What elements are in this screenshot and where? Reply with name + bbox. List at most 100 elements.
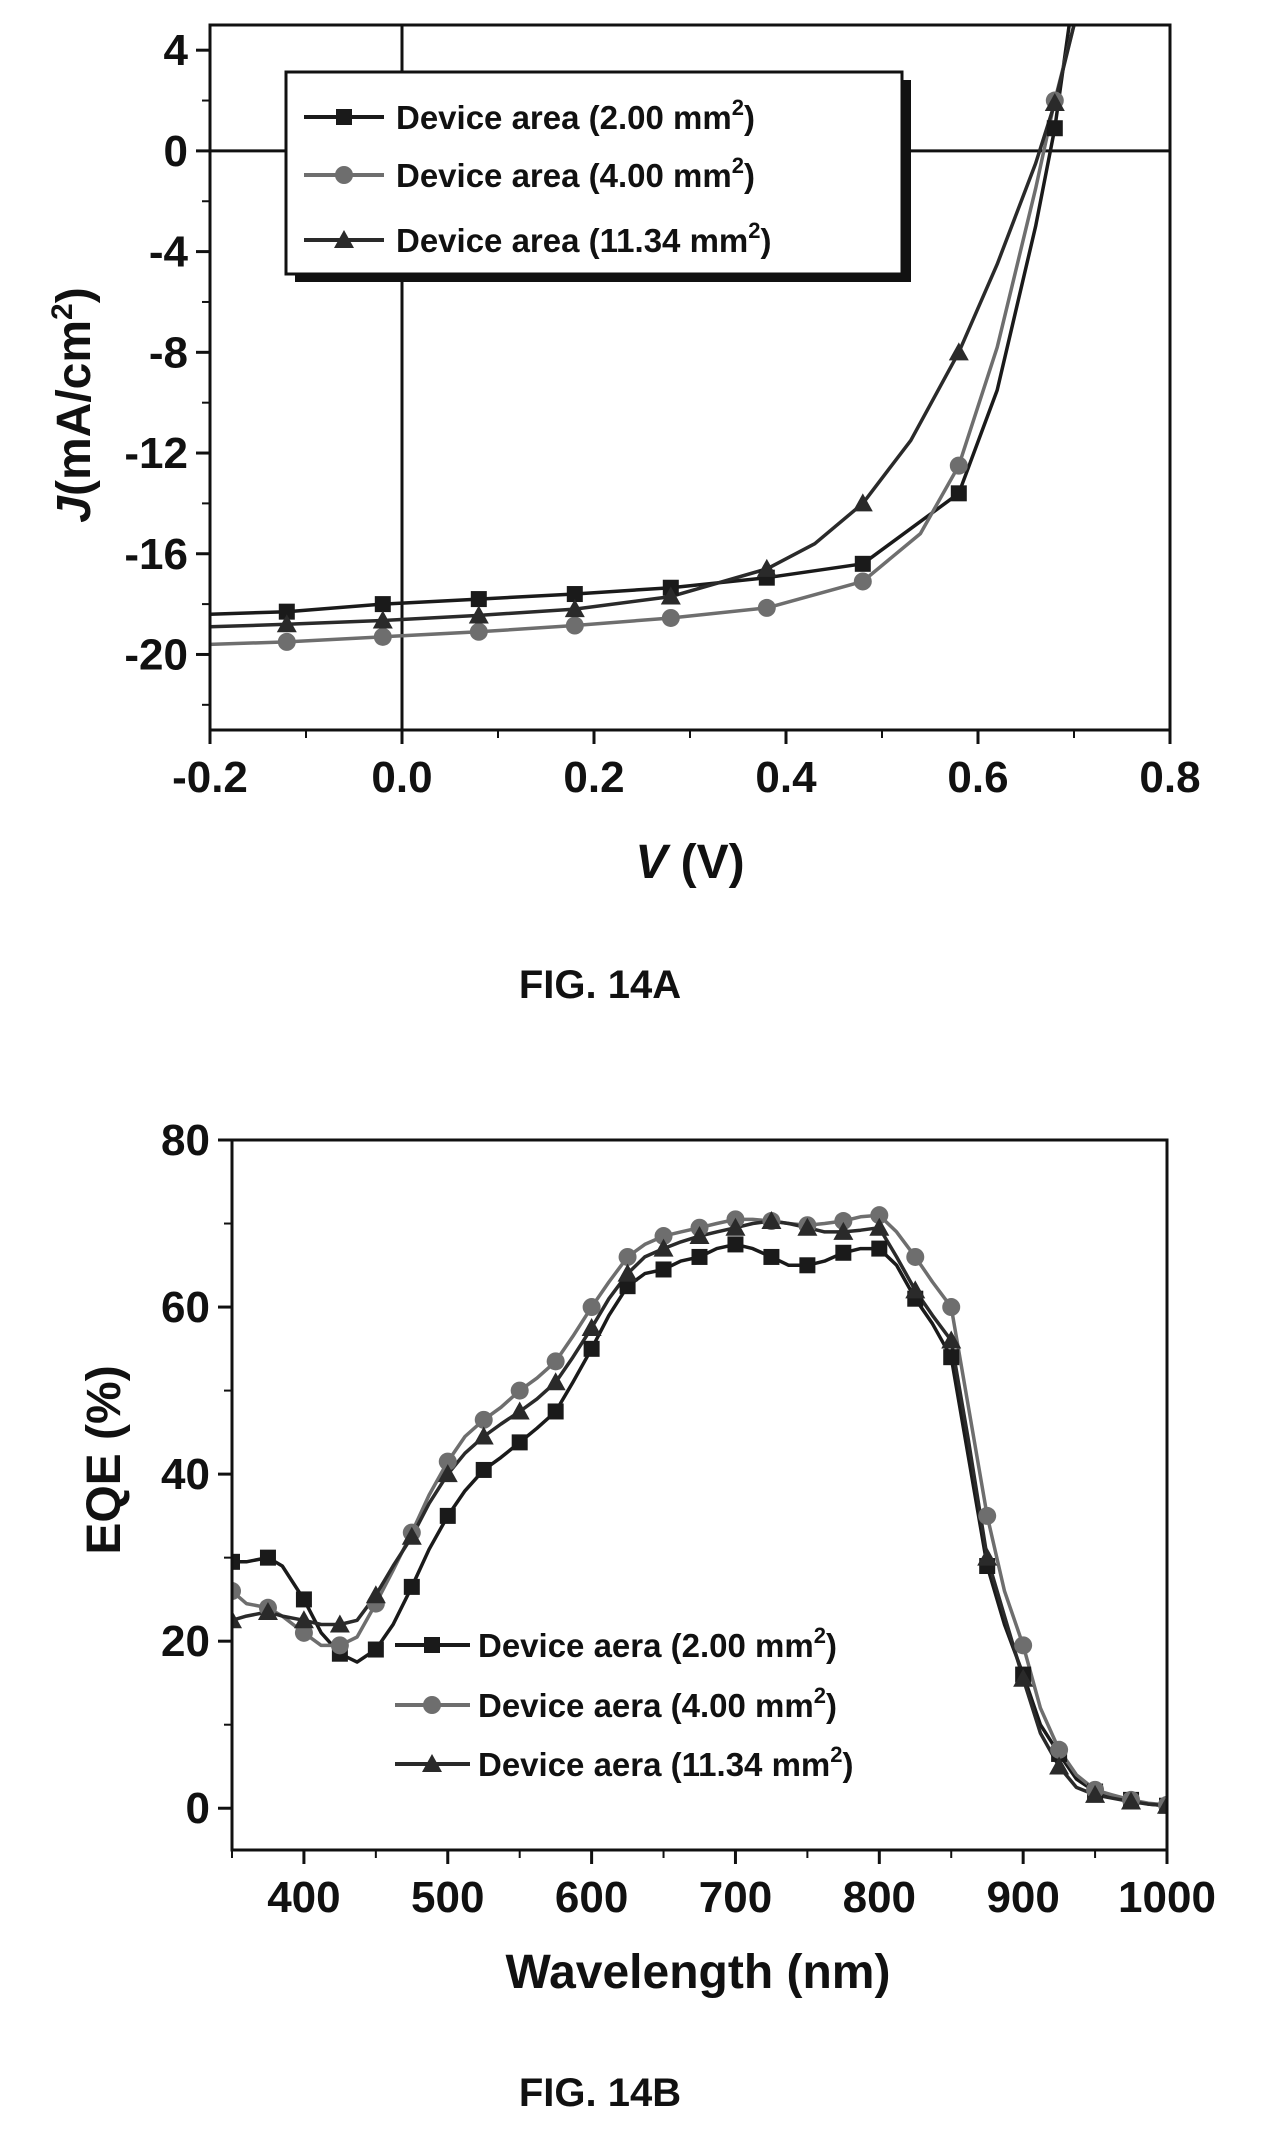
eqe-series-3-point <box>473 1426 494 1445</box>
jv-series-3-point <box>660 586 681 605</box>
jv-series-3-point <box>276 614 297 633</box>
eqe-series-1-point <box>475 1461 492 1478</box>
jv-series-3-point <box>756 558 777 577</box>
eqe-x-tick-label: 900 <box>986 1873 1059 1922</box>
jv-plot-area <box>210 25 1170 730</box>
eqe-series-2-point <box>1014 1636 1033 1655</box>
figure-caption-14b: FIG. 14B <box>519 2071 681 2115</box>
eqe-axis-ticks: 400 500 600 700 800 900 1000 80 60 40 20 0 <box>161 1116 1216 1922</box>
jv-y-axis-unit-close: ) <box>48 287 101 303</box>
eqe-x-tick-label: 1000 <box>1118 1873 1216 1922</box>
eqe-series-3-point <box>1121 1791 1142 1810</box>
eqe-legend: Device aera (2.00 mm2) Device aera (4.00… <box>395 1623 854 1783</box>
eqe-series-3-point <box>617 1263 638 1282</box>
jv-series-1-point <box>566 586 583 603</box>
eqe-y-tick-label: 60 <box>161 1283 210 1332</box>
jv-y-axis-symbol: J <box>48 495 101 523</box>
eqe-series-3-point <box>653 1238 674 1257</box>
jv-series-3-point <box>1044 93 1065 112</box>
eqe-series-2-point <box>906 1247 925 1266</box>
jv-series-1-point <box>1046 120 1063 137</box>
eqe-legend-label-1: Device aera (2.00 mm2) <box>478 1623 837 1664</box>
eqe-series-2-point <box>330 1636 349 1655</box>
eqe-series-3-point <box>797 1217 818 1236</box>
eqe-series-2-point <box>978 1506 997 1525</box>
eqe-series-3-point <box>905 1280 926 1299</box>
jv-series-line-3 <box>210 25 1076 629</box>
eqe-series-3-point <box>257 1601 278 1620</box>
jv-series-2-point <box>853 572 872 591</box>
eqe-series-3-point <box>293 1610 314 1629</box>
eqe-series-2-point <box>438 1452 457 1471</box>
jv-y-tick-label: -12 <box>124 429 188 478</box>
eqe-series-3-point <box>509 1401 530 1420</box>
jv-legend-marker-1 <box>336 109 352 125</box>
jv-axis-ticks: -0.2 0.0 0.2 0.4 0.6 0.8 4 0 -4 -8 -12 -16 -20 <box>124 26 1200 802</box>
eqe-legend-marker-1 <box>424 1637 440 1653</box>
eqe-series-2-point <box>294 1623 313 1642</box>
jv-legend-item: Device area (11.34 mm2) <box>304 218 772 259</box>
eqe-series-1-point <box>511 1434 528 1451</box>
jv-y-tick-label: 4 <box>164 26 189 75</box>
jv-y-tick-label: -20 <box>124 630 188 679</box>
jv-legend-marker-2 <box>335 166 353 184</box>
jv-series-3-point <box>372 610 393 629</box>
jv-legend-item: Device area (2.00 mm2) <box>304 95 755 136</box>
eqe-plot-area <box>232 1206 1167 1814</box>
jv-legend-label-3: Device area (11.34 mm2) <box>396 218 772 259</box>
eqe-series-2-point <box>546 1352 565 1371</box>
jv-series-1-point <box>374 596 391 613</box>
eqe-series-2-point <box>870 1206 889 1225</box>
eqe-series-2-point <box>654 1227 673 1246</box>
jv-chart: -0.2 0.0 0.2 0.4 0.6 0.8 4 0 -4 -8 -12 -16 -20 J(mA/… <box>46 23 1201 1007</box>
eqe-series-3-point <box>869 1217 890 1236</box>
eqe-series-2-point <box>510 1381 529 1400</box>
eqe-x-tick-label: 400 <box>267 1873 340 1922</box>
eqe-series-3-point <box>545 1372 566 1391</box>
jv-series-2-point <box>469 622 488 641</box>
eqe-series-2-point <box>618 1247 637 1266</box>
jv-x-axis-unit: (V) <box>667 836 744 889</box>
jv-series-2-point <box>565 616 584 635</box>
jv-series-2-point <box>661 608 680 627</box>
jv-series-2-point <box>949 456 968 475</box>
eqe-series-3-point <box>232 1610 242 1629</box>
eqe-series-1-point <box>799 1257 816 1274</box>
eqe-series-1-point <box>835 1244 852 1261</box>
jv-y-tick-label: 0 <box>164 127 188 176</box>
eqe-series-1-point <box>943 1349 960 1366</box>
jv-series-2-point <box>373 627 392 646</box>
eqe-series-3-point <box>1157 1795 1167 1814</box>
eqe-x-tick-label: 700 <box>699 1873 772 1922</box>
jv-x-axis-symbol: V <box>635 836 671 889</box>
eqe-series-3-point <box>941 1330 962 1349</box>
eqe-series-1-point <box>403 1578 420 1595</box>
eqe-series-3-point <box>365 1585 386 1604</box>
eqe-series-1-point <box>655 1261 672 1278</box>
eqe-series-3-point <box>977 1547 998 1566</box>
jv-y-tick-label: -4 <box>149 228 189 277</box>
eqe-series-1-point <box>763 1248 780 1265</box>
eqe-y-tick-label: 0 <box>186 1784 210 1833</box>
jv-x-tick-label: 0.4 <box>755 753 817 802</box>
eqe-series-2-point <box>474 1410 493 1429</box>
jv-y-tick-label: -8 <box>149 328 188 377</box>
eqe-legend-item: Device aera (4.00 mm2) <box>395 1683 837 1724</box>
jv-series-3-point <box>852 493 873 512</box>
jv-series-2-point <box>277 632 296 651</box>
jv-series-2-point <box>757 598 776 617</box>
jv-x-tick-label: 0.2 <box>563 753 624 802</box>
eqe-series-3-point <box>725 1217 746 1236</box>
eqe-y-tick-label: 40 <box>161 1450 210 1499</box>
eqe-legend-label-2: Device aera (4.00 mm2) <box>478 1683 837 1724</box>
eqe-series-1-point <box>583 1340 600 1357</box>
jv-x-tick-label: 0.0 <box>371 753 432 802</box>
jv-y-axis-unit: (mA/cm <box>48 320 101 496</box>
jv-x-tick-label: 0.6 <box>947 753 1008 802</box>
jv-series-1-point <box>470 591 487 608</box>
jv-series-1-point <box>854 555 871 572</box>
jv-y-axis-label: J(mA/cm2) <box>46 287 101 522</box>
eqe-series-3-point <box>581 1317 602 1336</box>
